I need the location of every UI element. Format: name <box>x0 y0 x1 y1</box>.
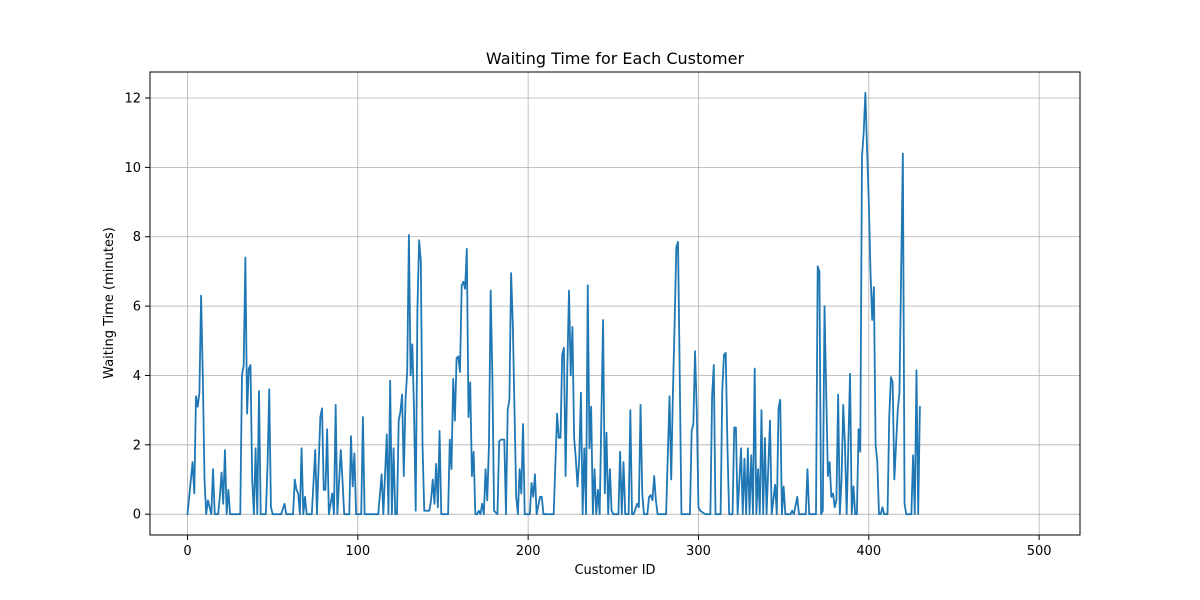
x-tick-label: 500 <box>1027 544 1052 559</box>
y-tick-label: 10 <box>124 161 141 176</box>
plot-frame <box>149 71 1081 536</box>
y-tick-label: 4 <box>133 369 141 384</box>
x-gridlines <box>187 72 1040 535</box>
plot-area <box>150 72 1080 535</box>
y-tick-label: 12 <box>124 92 141 107</box>
series-line <box>186 91 921 516</box>
x-tick-label: 100 <box>345 544 370 559</box>
x-tick-label: 400 <box>856 544 881 559</box>
x-tick-label: 0 <box>183 544 191 559</box>
x-tick-label: 300 <box>686 544 711 559</box>
y-tick-label: 0 <box>133 508 141 523</box>
y-axis-ticks: 0 2 4 6 8 10 12 <box>124 92 150 523</box>
y-axis-label: Waiting Time (minutes) <box>102 227 117 379</box>
x-axis-label: Customer ID <box>574 563 655 578</box>
y-gridlines <box>150 97 1080 515</box>
y-tick-label: 2 <box>133 438 141 453</box>
x-tick-label: 200 <box>516 544 541 559</box>
chart-title: Waiting Time for Each Customer <box>486 49 745 68</box>
x-axis-ticks: 0 100 200 300 400 500 <box>183 535 1052 559</box>
y-tick-label: 6 <box>133 300 141 315</box>
y-tick-label: 8 <box>133 230 141 245</box>
